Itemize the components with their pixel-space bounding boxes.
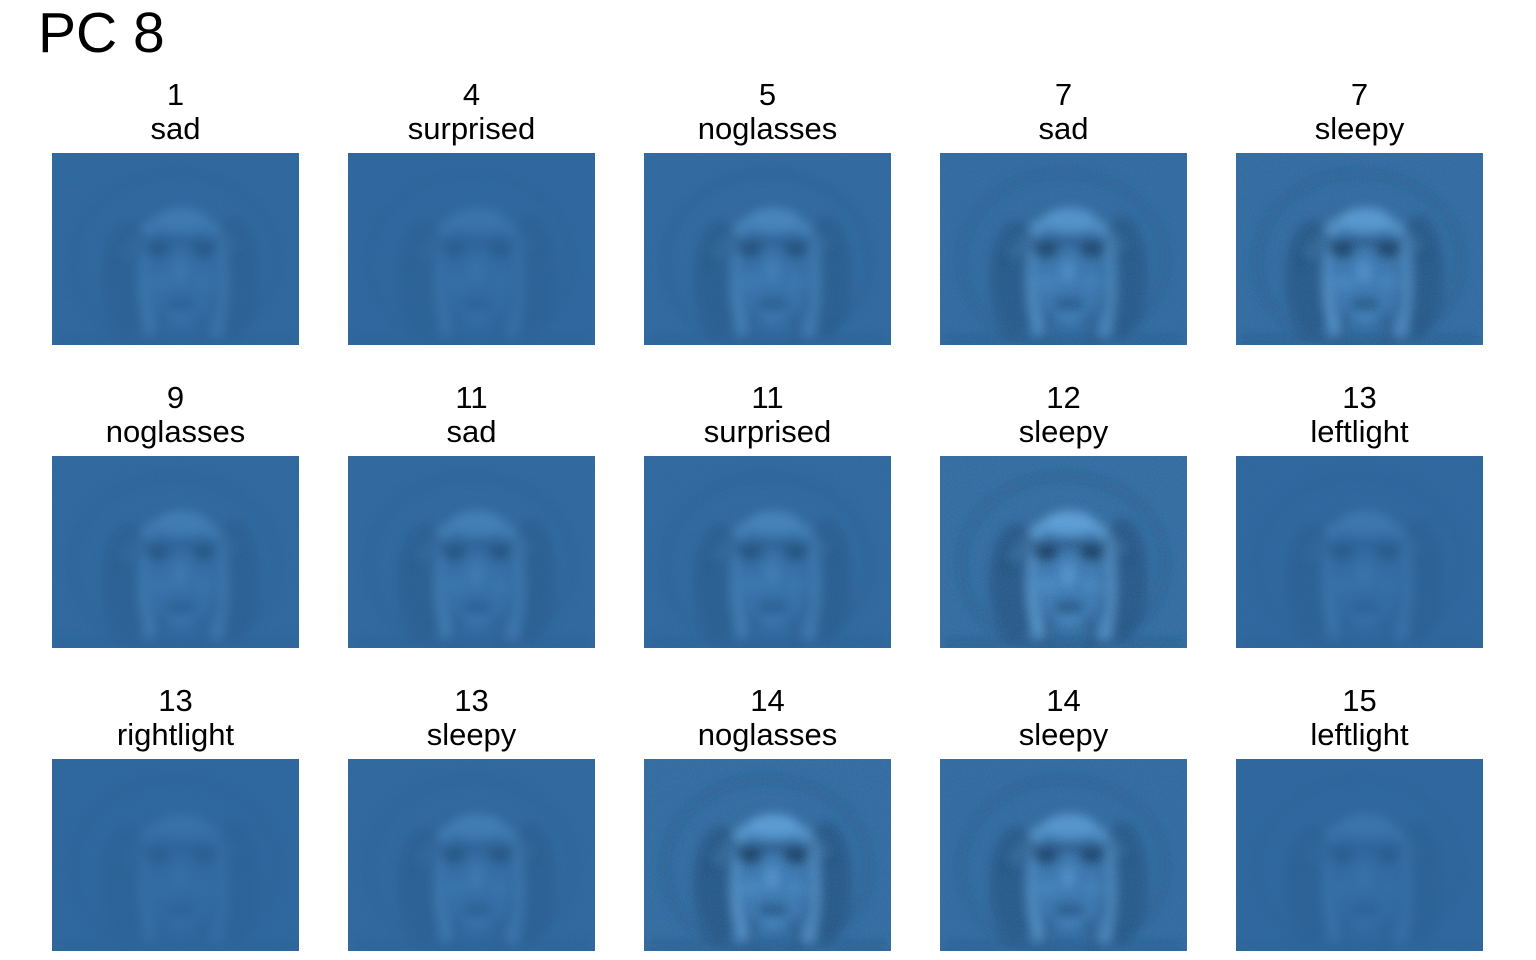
eigenface-art <box>940 759 1187 951</box>
cell-subject-number: 5 <box>758 77 777 112</box>
cell-condition-label: leftlight <box>1310 717 1409 752</box>
eigenface-art <box>644 456 891 648</box>
cell-subject-number: 7 <box>1054 77 1073 112</box>
cell-condition-label: sleepy <box>1314 111 1405 146</box>
face-cell: 13 sleepy <box>348 684 595 951</box>
face-cell: 13 leftlight <box>1236 381 1483 648</box>
eigenface-image <box>644 759 891 951</box>
face-cell: 4 surprised <box>348 78 595 345</box>
eigenface-art <box>52 759 299 951</box>
cell-condition-label: sleepy <box>1018 414 1109 449</box>
eigenface-art <box>644 153 891 345</box>
eigenface-art <box>644 759 891 951</box>
cell-subject-number: 13 <box>1342 380 1377 415</box>
eigenface-art <box>348 759 595 951</box>
face-cell: 1 sad <box>52 78 299 345</box>
cell-label-block: 7 sleepy <box>1236 78 1483 146</box>
cell-subject-number: 11 <box>751 380 784 415</box>
cell-subject-number: 1 <box>166 77 185 112</box>
eigenface-art <box>348 153 595 345</box>
face-cell: 14 sleepy <box>940 684 1187 951</box>
eigenface-image <box>348 456 595 648</box>
cell-subject-number: 14 <box>750 683 785 718</box>
eigenface-art <box>1236 759 1483 951</box>
cell-label-block: 14 noglasses <box>644 684 891 752</box>
eigenface-grid: 1 sad 4 surprised 5 noglasses <box>52 78 1483 951</box>
eigenface-image <box>52 153 299 345</box>
face-cell: 14 noglasses <box>644 684 891 951</box>
cell-condition-label: sleepy <box>1018 717 1109 752</box>
cell-condition-label: sad <box>1038 111 1089 146</box>
figure-title: PC 8 <box>38 1 165 65</box>
cell-label-block: 11 surprised <box>644 381 891 449</box>
eigenface-art <box>52 456 299 648</box>
cell-label-block: 9 noglasses <box>52 381 299 449</box>
cell-condition-label: surprised <box>703 414 832 449</box>
cell-condition-label: noglasses <box>697 717 838 752</box>
cell-subject-number: 11 <box>455 380 488 415</box>
eigenface-image <box>52 456 299 648</box>
face-cell: 13 rightlight <box>52 684 299 951</box>
cell-condition-label: noglasses <box>105 414 246 449</box>
eigenface-art <box>1236 456 1483 648</box>
face-cell: 12 sleepy <box>940 381 1187 648</box>
cell-label-block: 1 sad <box>52 78 299 146</box>
cell-label-block: 11 sad <box>348 381 595 449</box>
eigenface-image <box>348 153 595 345</box>
eigenface-image <box>940 153 1187 345</box>
cell-subject-number: 13 <box>158 683 193 718</box>
face-cell: 11 sad <box>348 381 595 648</box>
eigenface-art <box>940 153 1187 345</box>
cell-subject-number: 7 <box>1350 77 1369 112</box>
cell-label-block: 13 sleepy <box>348 684 595 752</box>
face-cell: 7 sad <box>940 78 1187 345</box>
cell-condition-label: leftlight <box>1310 414 1409 449</box>
cell-subject-number: 15 <box>1342 683 1377 718</box>
cell-label-block: 7 sad <box>940 78 1187 146</box>
cell-label-block: 13 leftlight <box>1236 381 1483 449</box>
eigenface-image <box>940 759 1187 951</box>
eigenface-art <box>52 153 299 345</box>
eigenface-image <box>1236 456 1483 648</box>
face-cell: 11 surprised <box>644 381 891 648</box>
eigenface-image <box>1236 153 1483 345</box>
cell-label-block: 5 noglasses <box>644 78 891 146</box>
cell-label-block: 12 sleepy <box>940 381 1187 449</box>
cell-subject-number: 12 <box>1046 380 1081 415</box>
cell-subject-number: 4 <box>462 77 481 112</box>
cell-subject-number: 9 <box>166 380 185 415</box>
face-cell: 9 noglasses <box>52 381 299 648</box>
face-cell: 5 noglasses <box>644 78 891 345</box>
cell-label-block: 15 leftlight <box>1236 684 1483 752</box>
cell-label-block: 4 surprised <box>348 78 595 146</box>
cell-condition-label: sad <box>150 111 201 146</box>
cell-condition-label: sad <box>446 414 497 449</box>
cell-label-block: 13 rightlight <box>52 684 299 752</box>
cell-subject-number: 13 <box>454 683 489 718</box>
eigenface-art <box>348 456 595 648</box>
eigenface-image <box>348 759 595 951</box>
eigenface-image <box>644 456 891 648</box>
eigenface-image <box>644 153 891 345</box>
cell-condition-label: noglasses <box>697 111 838 146</box>
face-cell: 15 leftlight <box>1236 684 1483 951</box>
eigenface-image <box>52 759 299 951</box>
eigenface-image <box>1236 759 1483 951</box>
eigenface-art <box>940 456 1187 648</box>
face-cell: 7 sleepy <box>1236 78 1483 345</box>
cell-condition-label: rightlight <box>116 717 235 752</box>
eigenface-image <box>940 456 1187 648</box>
cell-label-block: 14 sleepy <box>940 684 1187 752</box>
cell-subject-number: 14 <box>1046 683 1081 718</box>
eigenface-art <box>1236 153 1483 345</box>
cell-condition-label: surprised <box>407 111 536 146</box>
cell-condition-label: sleepy <box>426 717 517 752</box>
